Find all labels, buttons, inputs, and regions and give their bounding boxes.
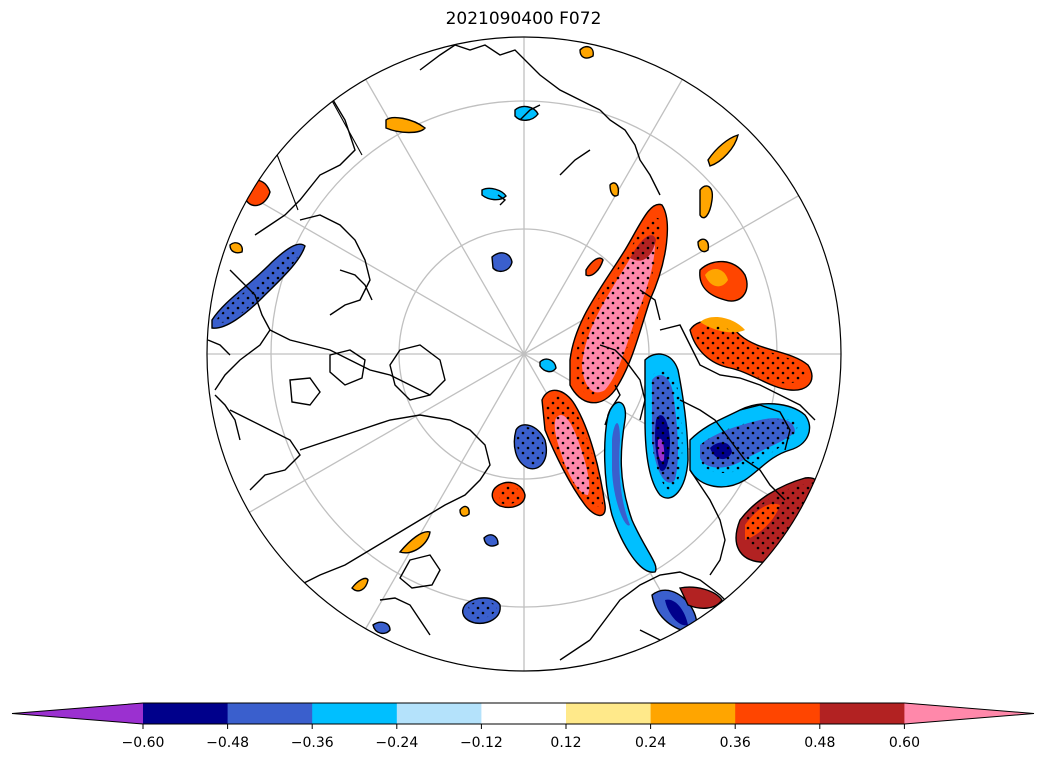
small-anomaly-19 <box>539 358 557 373</box>
colorbar-tick-label: −0.60 <box>122 735 165 751</box>
colorbar-tick-label: −0.48 <box>206 735 249 751</box>
colorbar-tick-label: 0.48 <box>804 735 835 751</box>
positive-anomaly-south <box>678 586 723 609</box>
colorbar-swatch <box>481 703 567 724</box>
colorbar-swatch <box>650 703 736 724</box>
colorbar-tick-label: −0.36 <box>291 735 334 751</box>
small-anomaly-17 <box>229 242 244 254</box>
small-anomaly-8 <box>385 116 427 134</box>
graticule <box>207 37 841 671</box>
colorbar-swatch <box>819 703 905 724</box>
colorbar-swatch <box>396 703 482 724</box>
small-anomaly-13 <box>707 133 739 167</box>
colorbar-swatch <box>735 703 821 724</box>
colorbar-extend-max <box>904 703 1034 724</box>
small-anomaly-6 <box>351 577 369 592</box>
small-anomaly-7 <box>372 621 391 635</box>
small-anomaly-22 <box>459 505 470 517</box>
small-anomaly-15 <box>609 182 620 197</box>
map-boundary <box>206 36 842 672</box>
map-title: 2021090400 F072 <box>445 9 602 29</box>
small-anomaly-4 <box>491 252 513 273</box>
small-anomaly-12 <box>585 257 604 277</box>
colorbar-tick-label: 0.36 <box>720 735 751 751</box>
small-anomaly-20 <box>697 238 710 253</box>
colorbar-tick-label: −0.12 <box>460 735 503 751</box>
colorbar-swatch <box>566 703 652 724</box>
colorbar-tick-label: 0.12 <box>550 735 581 751</box>
colorbar-swatch <box>227 703 313 724</box>
anomaly-field <box>211 45 826 635</box>
colorbar-tick-label: 0.60 <box>889 735 920 751</box>
coastlines <box>207 44 816 661</box>
small-anomaly-5 <box>398 531 431 554</box>
colorbar-tick-label: 0.24 <box>635 735 666 751</box>
colorbar-swatch <box>312 703 398 724</box>
colorbar-swatch <box>143 703 229 724</box>
colorbar-tick-label: −0.24 <box>375 735 418 751</box>
small-anomaly-9 <box>579 45 594 59</box>
small-anomaly-14 <box>699 185 714 219</box>
colorbar-extend-min <box>12 703 143 724</box>
small-anomaly-21 <box>483 534 499 547</box>
